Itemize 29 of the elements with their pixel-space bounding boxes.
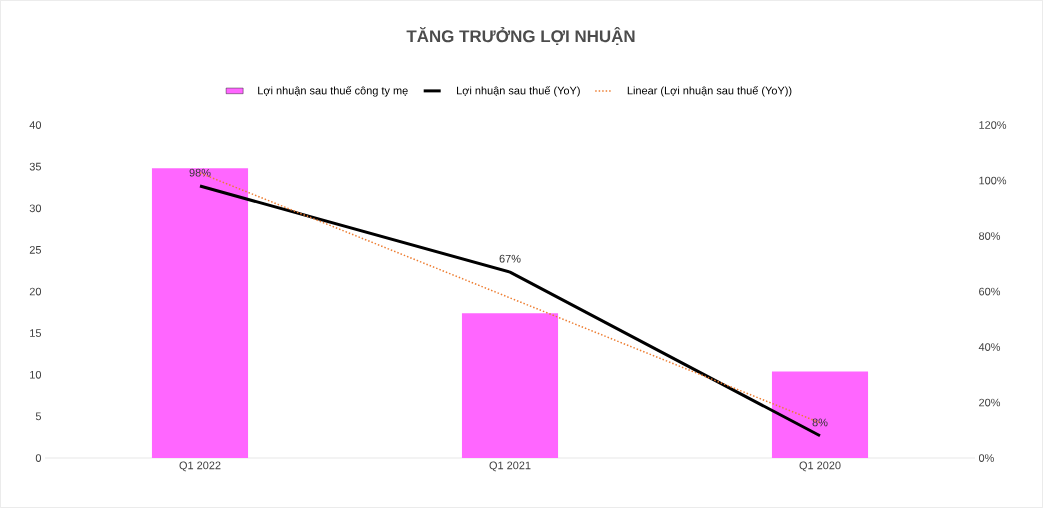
legend-label: Linear (Lợi nhuận sau thuế (YoY)) xyxy=(627,85,792,97)
y-tick-label: 25 xyxy=(29,246,42,254)
legend-label: Lợi nhuận sau thuế (YoY) xyxy=(457,85,580,97)
y-tick-label: 5 xyxy=(35,412,42,421)
legend-label: Lợi nhuận sau thuế công ty mẹ xyxy=(258,85,408,97)
y2-tick-label: 20% xyxy=(979,398,1001,407)
y-tick-label: 10 xyxy=(30,370,42,379)
bar xyxy=(151,168,249,458)
data-label: 8% xyxy=(812,418,828,427)
chart-title: TĂNG TRƯỞNG LỢI NHUẬN xyxy=(406,26,635,46)
y-tick-label: 15 xyxy=(30,329,42,337)
y2-tick-label: 60% xyxy=(979,287,1001,296)
y2-tick-label: 80% xyxy=(979,232,1001,240)
y-tick-label: 30 xyxy=(29,204,42,213)
y-tick-label: 20 xyxy=(29,287,42,296)
x-tick-label: Q1 2020 xyxy=(799,461,841,472)
x-tick-label: Q1 2021 xyxy=(489,461,531,472)
y2-tick-label: 100% xyxy=(979,176,1007,185)
y-tick-label: 40 xyxy=(29,121,42,129)
bar xyxy=(461,313,559,458)
y-tick-label: 35 xyxy=(29,162,42,171)
y2-tick-label: 40% xyxy=(978,343,1001,351)
y2-tick-label: 0% xyxy=(978,454,994,462)
bar xyxy=(771,371,869,458)
data-label: 98% xyxy=(189,168,211,177)
y-tick-label: 0 xyxy=(35,454,42,462)
y2-tick-label: 120% xyxy=(979,121,1007,129)
x-tick-label: Q1 2022 xyxy=(179,461,221,472)
data-label: 67% xyxy=(499,254,521,263)
